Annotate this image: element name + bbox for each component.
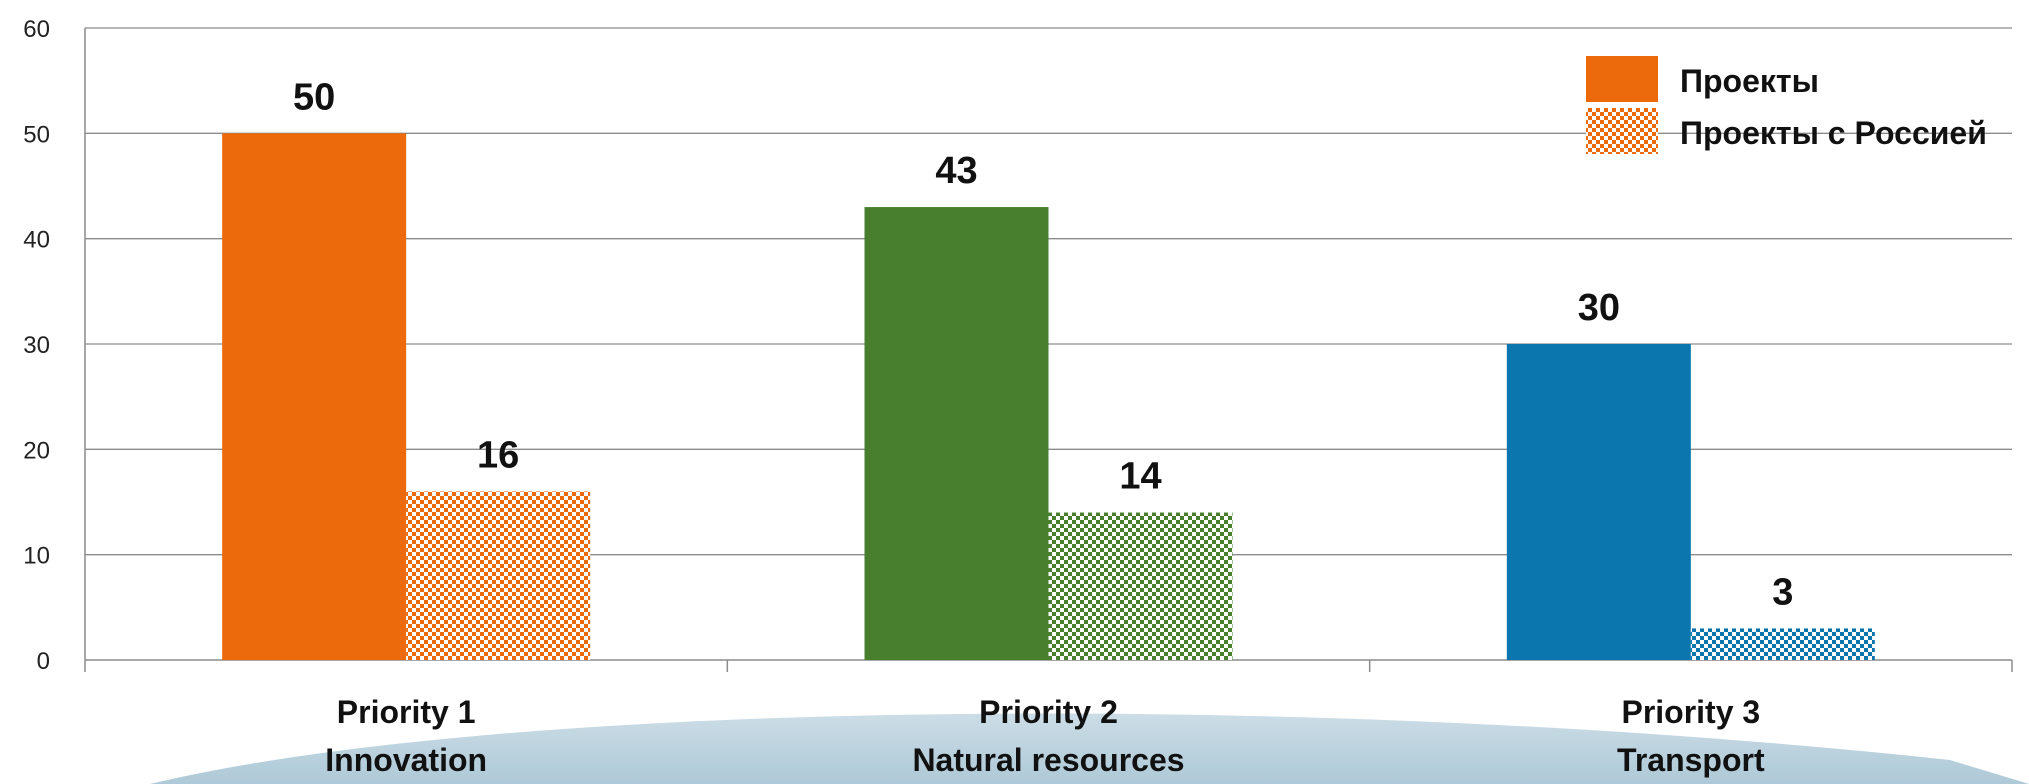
y-tick-label: 50 (23, 121, 50, 148)
x-category-label: Priority 3 (1621, 694, 1760, 730)
y-tick-label: 20 (23, 437, 50, 464)
y-tick-label: 40 (23, 227, 50, 254)
bar-projects (864, 207, 1049, 661)
y-tick-label: 60 (23, 16, 50, 43)
bar-projects (222, 133, 407, 661)
x-category-label: Priority 2 (979, 694, 1118, 730)
y-tick-label: 10 (23, 543, 50, 570)
data-label: 3 (1772, 571, 1793, 613)
data-label: 30 (1578, 287, 1620, 329)
bar-projects-russia (406, 491, 591, 660)
bar-projects-russia (1048, 512, 1233, 660)
legend-label: Проекты с Россией (1680, 115, 1987, 151)
legend-swatch-projects (1586, 56, 1658, 102)
data-label: 50 (293, 76, 335, 118)
data-label: 14 (1119, 456, 1161, 498)
data-label: 43 (935, 150, 977, 192)
bar-projects-russia (1690, 628, 1875, 660)
data-label: 16 (477, 434, 519, 476)
x-category-label: Natural resources (912, 742, 1184, 778)
legend-label: Проекты (1680, 63, 1819, 99)
y-tick-label: 30 (23, 332, 50, 359)
x-category-label: Innovation (325, 742, 487, 778)
bar-projects (1506, 344, 1691, 660)
legend-swatch-projects-russia (1586, 108, 1658, 154)
x-category-label: Priority 1 (337, 694, 476, 730)
x-category-label: Transport (1617, 742, 1765, 778)
y-tick-label: 0 (37, 648, 50, 675)
